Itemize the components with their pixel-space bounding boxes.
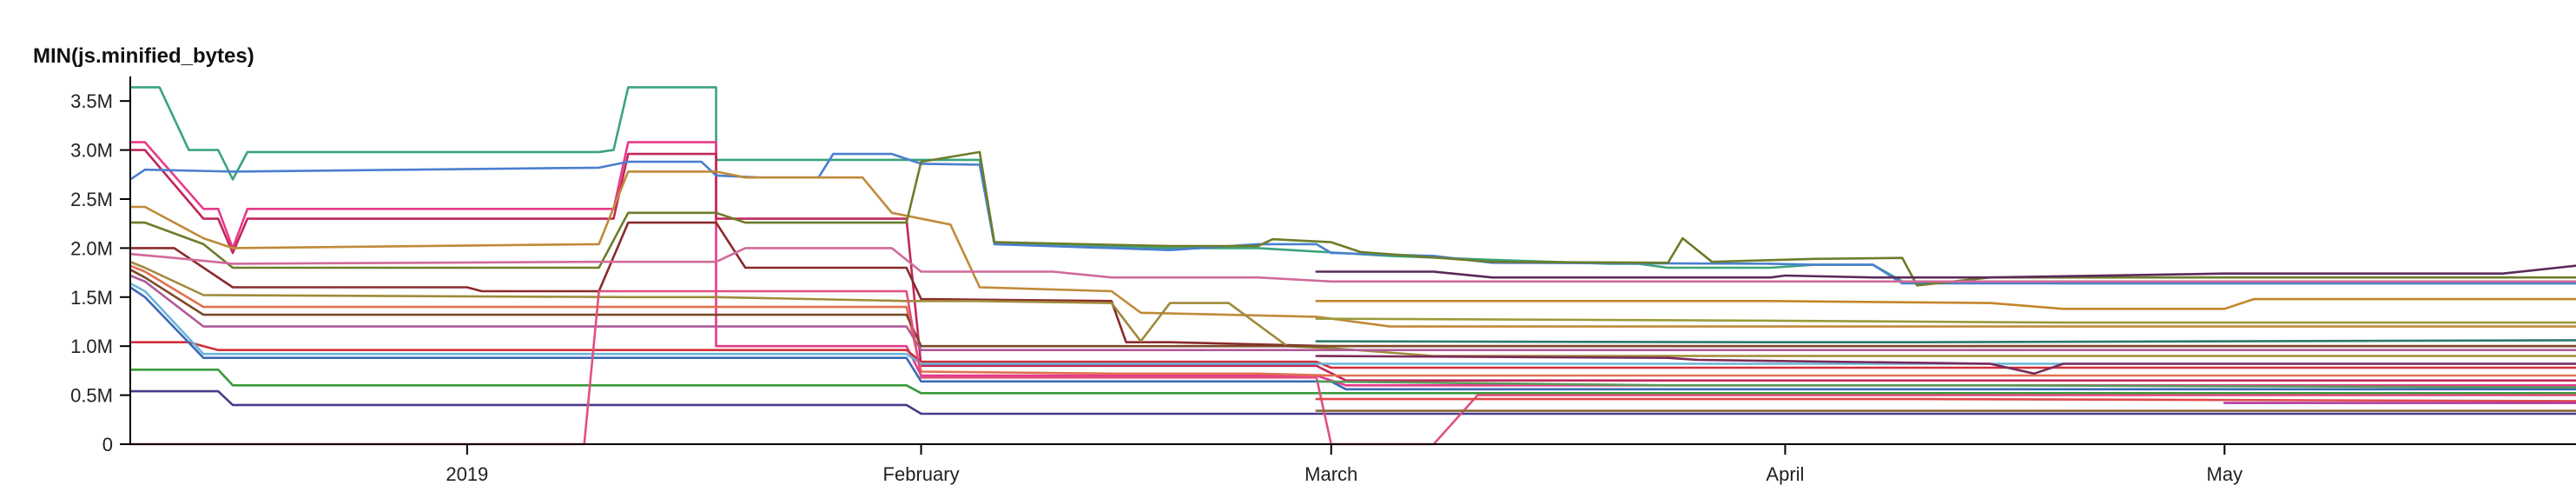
y-tick-label: 0.5M <box>70 385 113 407</box>
series-line-11 <box>129 389 2576 416</box>
series-line-2 <box>129 141 2576 387</box>
series-line-7 <box>129 221 2576 348</box>
series-line-24 <box>1315 397 2576 402</box>
series-line-15 <box>129 286 2576 391</box>
series-line-18 <box>129 289 2576 446</box>
x-tick-label: May <box>2207 463 2243 485</box>
series-line-17 <box>129 274 2576 351</box>
series-line-14 <box>129 282 2576 365</box>
series-line-6 <box>129 150 2576 287</box>
series-line-22 <box>1315 317 2576 324</box>
series-line-5 <box>129 170 2576 328</box>
y-axis-title: MIN(js.minified_bytes) <box>33 44 254 68</box>
y-tick-label: 3.0M <box>70 140 113 162</box>
x-tick-label: 2019 <box>446 463 488 485</box>
series-line-23 <box>1315 355 2576 376</box>
y-axis-ticks: 0 0.5M 1.0M 1.5M 2.0M 2.5M 3.0M 3.5M <box>70 90 130 455</box>
x-tick-label: February <box>883 463 960 485</box>
x-tick-label: March <box>1305 463 1357 485</box>
series-line-19 <box>1315 264 2576 279</box>
x-axis-ticks: 2019 February March April May <box>446 444 2242 485</box>
series-line-12 <box>129 369 2576 395</box>
series-line-8 <box>129 247 2576 283</box>
y-tick-label: 3.5M <box>70 90 113 112</box>
y-tick-label: 1.5M <box>70 287 113 309</box>
series-line-16 <box>129 268 2576 348</box>
y-tick-label: 1.0M <box>70 336 113 357</box>
y-tick-label: 2.0M <box>70 237 113 259</box>
y-tick-label: 0 <box>102 434 113 455</box>
series-line-9 <box>129 260 2576 357</box>
series-line-25 <box>1315 380 2576 389</box>
y-tick-label: 2.5M <box>70 189 113 210</box>
series-line-4 <box>129 152 2576 285</box>
x-tick-label: April <box>1766 463 1804 485</box>
series-line-21 <box>1315 339 2576 343</box>
series-layer <box>129 86 2576 446</box>
series-line-20 <box>1315 297 2576 310</box>
series-line-3 <box>129 149 2576 382</box>
